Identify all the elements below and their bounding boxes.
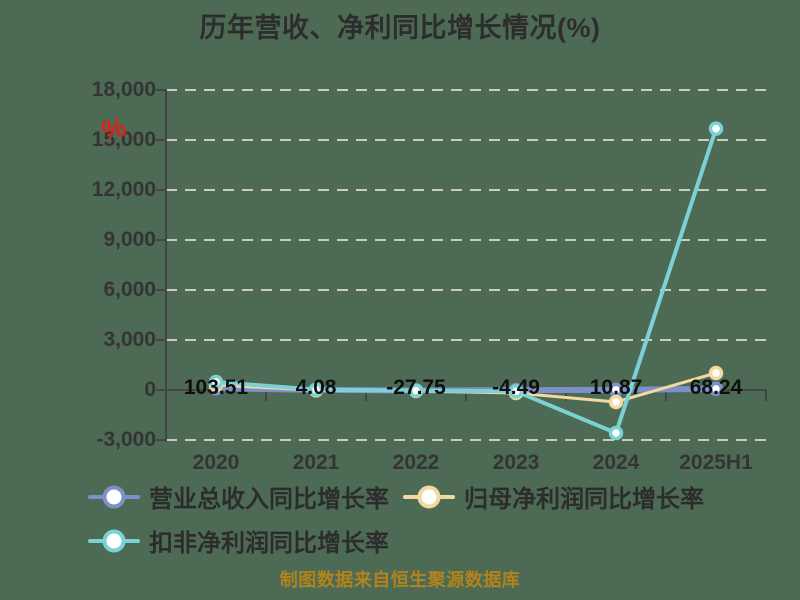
x-axis-tick bbox=[765, 390, 767, 401]
y-tick-label: 0 bbox=[144, 378, 156, 401]
legend-circle bbox=[102, 529, 126, 552]
legend-label: 扣非净利润同比增长率 bbox=[149, 530, 389, 557]
gridline bbox=[166, 139, 766, 141]
y-tick-label: 12,000 bbox=[91, 178, 156, 201]
legend-row-2: 扣非净利润同比增长率 bbox=[88, 523, 389, 558]
series-line bbox=[214, 126, 718, 435]
data-point-marker bbox=[608, 425, 624, 441]
data-point-marker bbox=[708, 381, 724, 397]
chart-title: 历年营收、净利同比增长情况(%) bbox=[199, 13, 601, 43]
x-axis-tick bbox=[365, 390, 367, 401]
data-label: -27.75 bbox=[386, 376, 446, 399]
data-point-marker bbox=[608, 394, 624, 410]
y-tick-label: 9,000 bbox=[103, 228, 156, 251]
x-axis-tick bbox=[265, 390, 267, 401]
data-label: -4.49 bbox=[492, 376, 540, 399]
gridline bbox=[166, 189, 766, 191]
y-axis-line bbox=[165, 89, 167, 442]
x-tick-label: 2023 bbox=[492, 451, 540, 474]
x-axis-tick bbox=[465, 390, 467, 401]
y-axis-tick bbox=[156, 389, 166, 391]
data-point-marker bbox=[308, 382, 324, 397]
legend-item-1[interactable]: 归母净利润同比增长率 bbox=[403, 479, 704, 514]
y-tick-label: 15,000 bbox=[91, 128, 156, 151]
data-label: 10.87 bbox=[589, 376, 643, 399]
gridline bbox=[166, 289, 766, 291]
gridline bbox=[166, 89, 766, 91]
x-tick-label: 2020 bbox=[192, 451, 240, 474]
legend-marker-icon bbox=[88, 529, 140, 553]
legend-marker-icon bbox=[88, 485, 140, 509]
y-tick-label: 18,000 bbox=[91, 78, 156, 101]
chart-footer: 制图数据来自恒生聚源数据库 bbox=[279, 570, 521, 590]
legend-label: 营业总收入同比增长率 bbox=[149, 486, 389, 513]
legend-item-0[interactable]: 营业总收入同比增长率 bbox=[88, 479, 389, 514]
x-axis-tick bbox=[565, 390, 567, 401]
gridline bbox=[166, 239, 766, 241]
data-label: 103.51 bbox=[183, 376, 249, 399]
legend-circle bbox=[417, 485, 441, 508]
x-tick-label: 2024 bbox=[592, 451, 640, 474]
y-axis-tick bbox=[156, 89, 166, 91]
data-point-marker bbox=[208, 374, 224, 390]
y-axis-tick bbox=[156, 239, 166, 241]
data-point-marker bbox=[408, 383, 424, 398]
y-axis-tick bbox=[156, 339, 166, 341]
data-label: 68.24 bbox=[689, 376, 743, 399]
y-tick-label: 6,000 bbox=[103, 278, 156, 301]
gridline bbox=[166, 339, 766, 341]
y-axis-tick bbox=[156, 189, 166, 191]
legend-item-2[interactable]: 扣非净利润同比增长率 bbox=[88, 523, 389, 558]
y-tick-label: 3,000 bbox=[103, 328, 156, 351]
legend-marker-icon bbox=[403, 485, 455, 509]
x-axis-tick bbox=[665, 390, 667, 401]
data-label: 4.08 bbox=[295, 376, 337, 399]
y-tick-label: -3,000 bbox=[96, 428, 156, 451]
legend-label: 归母净利润同比增长率 bbox=[464, 486, 704, 513]
y-axis-tick bbox=[156, 289, 166, 291]
legend-circle bbox=[102, 485, 126, 508]
gridline bbox=[166, 439, 766, 441]
y-axis-tick bbox=[156, 139, 166, 141]
data-point-marker bbox=[508, 384, 524, 399]
data-point-marker bbox=[708, 365, 724, 381]
y-axis-tick bbox=[156, 439, 166, 441]
x-tick-label: 2022 bbox=[392, 451, 440, 474]
x-tick-label: 2025H1 bbox=[679, 451, 753, 474]
legend-row-1: 营业总收入同比增长率 归母净利润同比增长率 bbox=[88, 479, 704, 514]
x-tick-label: 2021 bbox=[292, 451, 340, 474]
data-point-marker bbox=[708, 121, 724, 136]
